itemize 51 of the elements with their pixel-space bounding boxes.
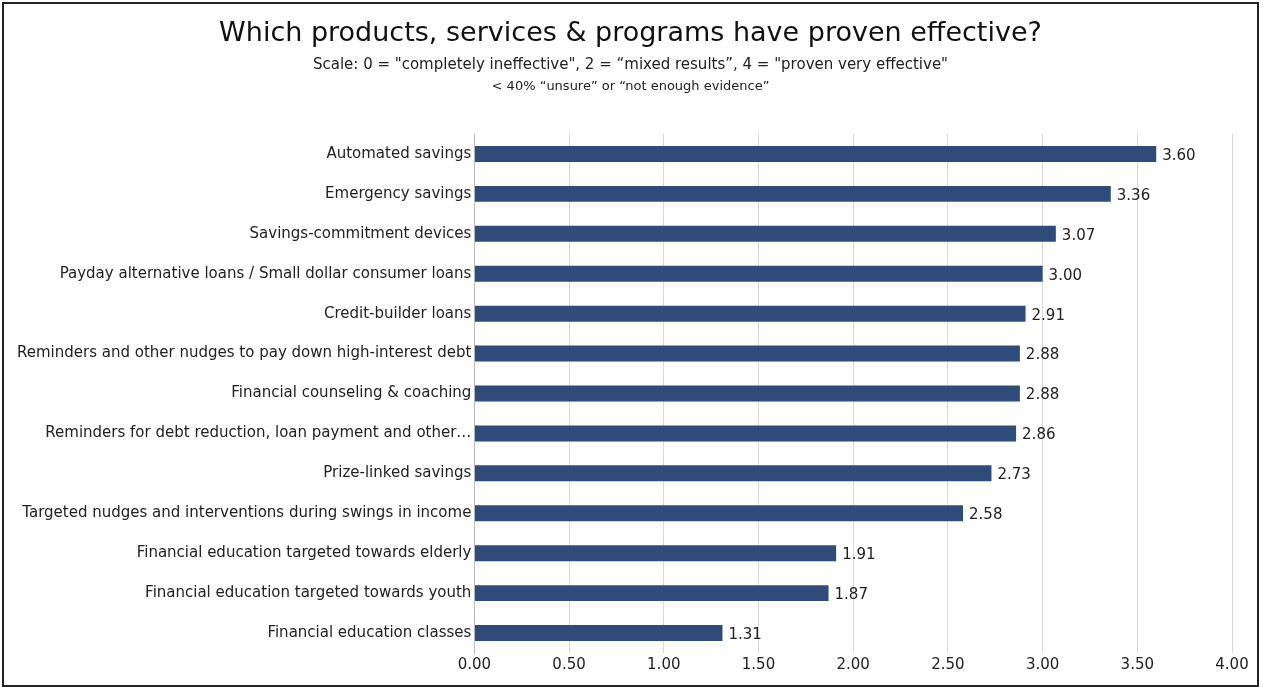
y-tick-label: Financial counseling & coaching xyxy=(231,383,472,402)
y-tick-label: Savings-commitment devices xyxy=(249,223,472,242)
y-tick-label: Targeted nudges and interventions during swings in income xyxy=(21,503,472,522)
bar xyxy=(474,345,1020,362)
bar xyxy=(474,465,992,482)
y-tick-label: Prize-linked savings xyxy=(323,463,472,482)
chart-subtitle: Scale: 0 = "completely ineffective", 2 = “mixed results”, 4 = "proven very effective" xyxy=(311,55,950,73)
x-tick-label: 2.50 xyxy=(931,654,965,673)
y-tick-label: Financial education classes xyxy=(267,622,472,641)
y-tick-label: Financial education targeted towards youth xyxy=(145,583,472,602)
x-tick-label: 1.50 xyxy=(741,654,776,673)
data-label: 2.88 xyxy=(1025,385,1060,404)
data-label: 2.73 xyxy=(997,465,1031,484)
data-label: 3.00 xyxy=(1048,265,1082,284)
x-tick-label: 1.00 xyxy=(647,654,681,673)
x-tick-label: 0.00 xyxy=(457,654,492,673)
bar xyxy=(474,545,837,562)
data-label: 3.60 xyxy=(1162,145,1196,164)
data-label: 1.87 xyxy=(834,585,868,604)
y-tick-label: Reminders for debt reduction, loan payment and other… xyxy=(45,423,472,442)
bar xyxy=(474,385,1020,402)
x-tick-label: 4.00 xyxy=(1215,654,1249,673)
y-tick-label: Reminders and other nudges to pay down high-interest debt xyxy=(17,343,472,362)
y-tick-label: Payday alternative loans / Small dollar consumer loans xyxy=(59,263,472,282)
data-label: 2.88 xyxy=(1025,345,1060,364)
data-label: 3.07 xyxy=(1061,225,1096,244)
data-label: 3.36 xyxy=(1116,185,1151,204)
x-tick-label: 0.50 xyxy=(552,654,586,673)
data-label: 1.91 xyxy=(842,545,876,564)
x-tick-label: 3.00 xyxy=(1025,654,1060,673)
bar xyxy=(474,225,1056,242)
bar xyxy=(474,305,1026,322)
bar xyxy=(474,265,1043,282)
bar xyxy=(474,625,723,642)
y-tick-label: Automated savings xyxy=(326,143,472,162)
bar xyxy=(474,145,1157,162)
bar xyxy=(474,425,1017,442)
bar xyxy=(474,505,964,522)
data-label: 2.58 xyxy=(969,505,1003,524)
bar xyxy=(474,185,1111,202)
data-label: 2.86 xyxy=(1022,425,1056,444)
x-tick-label: 2.00 xyxy=(836,654,870,673)
data-label: 1.31 xyxy=(728,624,762,643)
y-tick-label: Emergency savings xyxy=(325,183,472,202)
data-label: 2.91 xyxy=(1031,305,1065,324)
bar xyxy=(474,585,829,602)
y-tick-label: Financial education targeted towards elderly xyxy=(136,543,472,562)
chart-title: Which products, services & programs have proven effective? xyxy=(218,16,1043,47)
text: < 40% “unsure” or “not enough evidence” xyxy=(490,78,771,93)
x-tick-label: 3.50 xyxy=(1120,654,1154,673)
y-tick-label: Credit-builder loans xyxy=(323,303,472,322)
